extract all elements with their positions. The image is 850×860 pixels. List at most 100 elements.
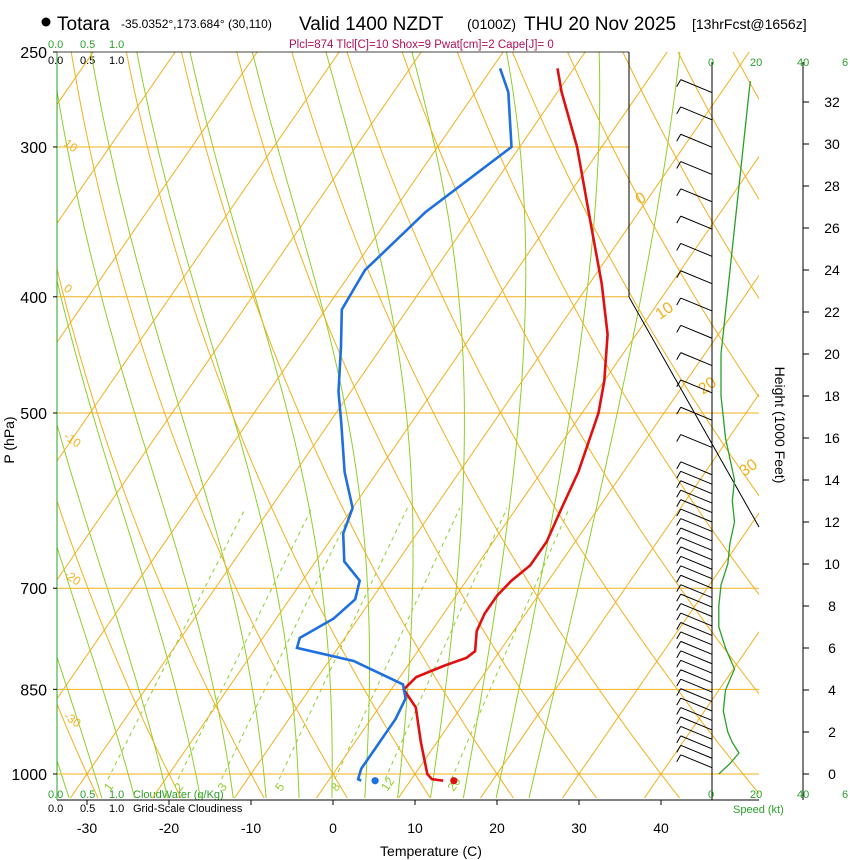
station-coords: -35.0352°,173.684° (30,110)	[121, 17, 272, 31]
wind-barb-flag	[676, 537, 682, 545]
wind-barb	[680, 352, 713, 367]
x-axis-title: Temperature (C)	[380, 843, 482, 859]
wind-top-tick-20: 20	[750, 57, 762, 69]
wind-speed-axis-label: Speed (kt)	[733, 804, 784, 816]
wind-barb-flag	[676, 406, 682, 415]
x-tick-label: -30	[77, 820, 97, 836]
forecast-info: [13hrFcst@1656z]	[692, 16, 807, 32]
moist-adiabat-line	[57, 422, 169, 798]
wind-barb-flag	[676, 574, 682, 583]
wind-barb-flag	[676, 650, 682, 659]
wind-barb-flag	[676, 133, 682, 142]
isotherm-label: 20	[696, 374, 720, 398]
height-tick-label: 26	[824, 220, 840, 236]
wind-barb-flag	[676, 325, 682, 333]
cloud-cover-bottom-0: 0.0	[48, 803, 63, 815]
wind-barb	[680, 518, 713, 532]
wind-barb-flag	[676, 716, 682, 725]
wind-barb	[680, 744, 713, 759]
axes: Temperature (C) P (hPa)	[1, 52, 759, 859]
cloud-axis-top: 0.0 0.5 1.0 0.0 0.5 1.0	[48, 39, 124, 67]
height-tick-label: 8	[828, 598, 836, 614]
wind-barb-flag	[676, 461, 682, 470]
wind-barb	[680, 688, 713, 703]
cloud-cover-bottom-1: 0.5	[80, 803, 95, 815]
wind-barb	[680, 161, 713, 175]
wind-barb-flag	[676, 584, 682, 592]
mixing-ratio-line	[221, 507, 354, 780]
wind-barb-flag	[676, 546, 682, 555]
cloud-water-label-0: 0.0	[48, 39, 63, 51]
x-tick-label: 20	[489, 820, 505, 836]
wind-bottom-tick-20: 20	[750, 789, 762, 801]
dry-adiabat-line	[622, 52, 759, 300]
wind-barb-flag	[676, 660, 682, 668]
mixing-ratio-line	[334, 507, 461, 780]
cloud-water-bottom-0: 0.0	[48, 789, 63, 801]
cloud-axis-bottom: 0.0 0.5 1.0 CloudWater (g/Kg) 0.0 0.5 1.…	[48, 789, 243, 815]
wind-barb	[680, 461, 713, 476]
wind-barb	[680, 735, 713, 750]
boundary-diagonal	[628, 296, 760, 528]
mixing-ratio-line	[107, 507, 246, 780]
wind-barb	[680, 631, 713, 646]
wind-barb	[680, 678, 713, 693]
wind-barb-flag	[676, 726, 682, 734]
wind-barb	[680, 650, 713, 665]
wind-barb	[680, 106, 713, 121]
isotherm-line	[151, 52, 668, 798]
moist-adiabat-line	[57, 545, 136, 798]
height-tick-label: 28	[824, 178, 840, 194]
cloud-cover-axis-title: Grid-Scale Cloudiness	[133, 803, 243, 815]
wind-top-tick-6: 6	[842, 57, 848, 69]
moist-adiabat-line	[136, 52, 300, 798]
pressure-tick-label: 1000	[11, 767, 47, 784]
isotherm-line	[561, 512, 759, 798]
wind-barb	[680, 640, 713, 655]
wind-barb-flag	[676, 556, 682, 564]
isotherm-line	[57, 52, 258, 343]
moist-adiabat-line	[57, 88, 234, 798]
wind-barb-flag	[676, 79, 682, 87]
moist-adiabat-line	[462, 52, 527, 798]
height-tick-label: 0	[828, 766, 836, 782]
cloud-water-axis-title: CloudWater (g/Kg)	[133, 789, 224, 801]
wind-barb-flag	[676, 270, 682, 278]
wind-barb	[680, 79, 713, 94]
height-tick-label: 14	[824, 472, 840, 488]
wind-barb-flag	[676, 527, 682, 536]
moist-adiabat-line	[57, 278, 201, 798]
wind-barb-flag	[676, 243, 682, 251]
wind-barb	[680, 536, 713, 551]
wind-barb-flag	[676, 735, 682, 744]
moist-adiabat-line	[411, 52, 465, 798]
temperature-profile-line	[402, 68, 609, 782]
cloud-cover-bottom-2: 1.0	[109, 803, 124, 815]
surface-temperature	[450, 777, 458, 785]
isotherm-line	[643, 631, 759, 798]
wind-barb	[680, 434, 713, 448]
height-tick-label: 10	[824, 556, 840, 572]
wind-barb	[680, 669, 713, 684]
wind-barb	[680, 555, 713, 570]
wind-barb	[680, 470, 713, 485]
isotherm-label: -10	[61, 429, 84, 451]
isotherm-line	[57, 52, 340, 462]
x-tick-label: 30	[571, 820, 587, 836]
dry-adiabat-line	[57, 499, 182, 798]
dry-adiabat-line	[57, 702, 99, 798]
wind-barb	[680, 188, 713, 203]
dry-adiabat-line	[567, 52, 759, 398]
height-tick-label: 20	[824, 346, 840, 362]
wind-barb-flag	[676, 707, 682, 715]
wind-barb-flag	[676, 471, 682, 479]
station-dot-icon	[41, 17, 51, 27]
wind-barb-flag	[676, 622, 682, 630]
pressure-tick-label: 300	[20, 140, 47, 157]
valid-time: Valid 1400 NZDT	[299, 14, 444, 35]
isotherm-line	[397, 274, 759, 798]
dewpoint-profile-line	[295, 67, 513, 782]
mixing-ratio-label: 12	[378, 774, 397, 793]
wind-barb-flag	[676, 678, 682, 687]
